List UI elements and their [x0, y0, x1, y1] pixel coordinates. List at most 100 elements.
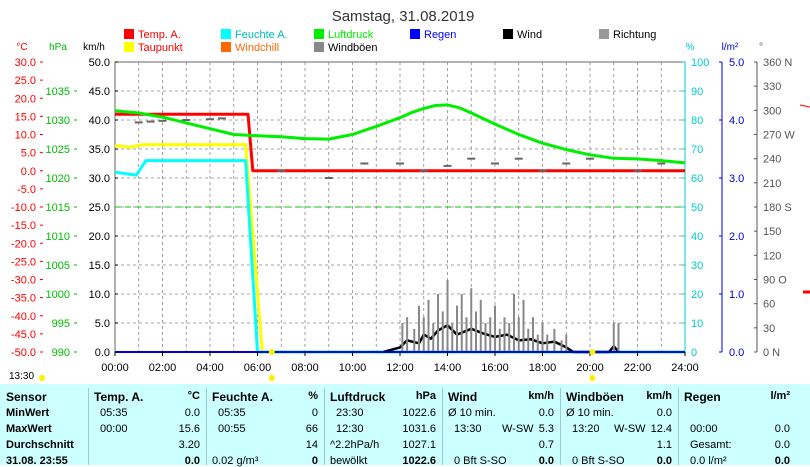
- pressure-axis-tick-label: 1015: [46, 202, 70, 214]
- humidity-axis-tick-label: 90: [691, 86, 703, 98]
- stats-gust-min: 0.0: [656, 407, 672, 419]
- x-tick-label: 10:00: [339, 362, 367, 374]
- direction-axis-tick-label: 60: [763, 299, 775, 311]
- stats-rain-rate: 0.0 l/m²: [690, 455, 727, 467]
- stats-separator: [324, 388, 325, 465]
- legend-swatch: [124, 42, 134, 52]
- rain-axis-tick-label: 1.0: [729, 289, 744, 301]
- stats-temp-max-time: 00:00: [100, 423, 128, 435]
- stats-wind-avg: 0.7: [538, 439, 554, 451]
- humidity-axis-tick-label: 0: [691, 347, 697, 359]
- chart-plot-area: [114, 103, 686, 354]
- temp-axis-tick-label: 30.0: [15, 57, 36, 69]
- stats-pressure-min: 1022.6: [402, 407, 436, 419]
- temp-axis-tick-label: 0.0: [21, 166, 36, 178]
- stats-pressure-avg: 1027.1: [402, 439, 436, 451]
- wind-axis: km/h 50.0 45.0 40.0 35.0 30.0 25.0 20.0 15.0 10.0…: [83, 42, 118, 359]
- temp-axis-tick-label: 15.0: [15, 111, 36, 123]
- stats-gust-max-dir: W-SW: [614, 423, 646, 435]
- stats-wind-bft: 0 Bft S-SO: [454, 455, 507, 467]
- legend-swatch: [503, 29, 513, 39]
- humidity-axis-tick-label: 50: [691, 202, 703, 214]
- wind-axis-tick-label: 0.0: [95, 347, 110, 359]
- temp-axis-tick-label: -25.0: [11, 256, 36, 268]
- stats-temp-max: 15.6: [178, 423, 200, 435]
- pressure-axis-tick-label: 1035: [46, 86, 70, 98]
- pressure-axis: hPa 1035 1030 1025 1020 1015 1010 1005 1000 995 99…: [46, 42, 77, 359]
- temp-axis-tick-label: -10.0: [11, 202, 36, 214]
- stats-separator: [560, 388, 561, 465]
- direction-axis-tick-label: 90 O: [763, 275, 787, 287]
- temp-indicator: [799, 104, 810, 108]
- humidity-axis-tick-label: 40: [691, 231, 703, 243]
- legend-label: Taupunkt: [138, 42, 183, 54]
- rain-axis-tick-label: 4.0: [729, 115, 744, 127]
- wind-axis-tick-label: 35.0: [89, 144, 110, 156]
- stats-temp-unit: °C: [187, 390, 200, 402]
- x-tick-label: 22:00: [624, 362, 652, 374]
- stats-pressure-unit: hPa: [415, 390, 436, 402]
- series-luftdruck: [114, 103, 686, 165]
- x-tick-label: 24:00: [671, 362, 699, 374]
- series-temp-a-: [115, 112, 685, 173]
- x-tick-label: 08:00: [291, 362, 319, 374]
- legend-label: Temp. A.: [138, 29, 181, 41]
- direction-axis-tick-label: 0 N: [763, 347, 780, 359]
- chart-title: Samstag, 31.08.2019: [332, 8, 475, 25]
- stats-row-label: 31.08. 23:55: [6, 455, 68, 467]
- temp-axis-tick-label: -50.0: [11, 347, 36, 359]
- pressure-axis-tick-label: 995: [52, 318, 70, 330]
- legend-swatch: [410, 29, 420, 39]
- current-time-label: 13:30: [9, 371, 35, 382]
- rain-axis-unit: l/m²: [722, 42, 739, 53]
- legend-swatch: [599, 29, 609, 39]
- stats-gust-current: 0.0: [656, 455, 672, 467]
- stats-rain-col: Regen l/m² 00:00 0.0 Gesamt: 0.0 0.0 l/m…: [684, 384, 790, 467]
- temp-axis-tick-label: -35.0: [11, 293, 36, 305]
- direction-axis-tick-label: 30: [763, 323, 775, 335]
- humidity-axis-tick-label: 30: [691, 260, 703, 272]
- pressure-axis-tick-label: 1025: [46, 144, 70, 156]
- humidity-axis-tick-label: 100: [691, 57, 709, 69]
- stats-rain-total-label: Gesamt:: [690, 439, 732, 451]
- legend-label: Wind: [517, 29, 542, 41]
- stats-wind-min: 0.0: [538, 407, 554, 419]
- pressure-axis-tick-label: 1010: [46, 231, 70, 243]
- direction-axis-unit: °: [759, 42, 763, 53]
- direction-axis-tick-label: 120: [763, 250, 781, 262]
- temp-axis-tick-label: 10.0: [15, 130, 36, 142]
- temp-axis-tick-label: 20.0: [15, 93, 36, 105]
- stats-wind-col: Wind km/h Ø 10 min. 0.0 13:30 W-SW 5.3 0…: [448, 384, 554, 467]
- series-richtung: [134, 117, 666, 179]
- stats-pressure-max-time: 12:30: [336, 423, 364, 435]
- legend-label: Regen: [424, 29, 456, 41]
- direction-axis-tick-label: 180 S: [763, 202, 792, 214]
- stats-humidity-min-time: 05:35: [218, 407, 246, 419]
- temp-axis-tick-label: -5.0: [17, 184, 36, 196]
- x-tick-label: 14:00: [434, 362, 462, 374]
- stats-pressure-col: Luftdruck hPa 23:30 1022.6 12:30 1031.6 …: [330, 384, 436, 467]
- pressure-axis-tick-label: 1005: [46, 260, 70, 272]
- stats-wind-max: 5.3: [538, 423, 554, 435]
- legend-swatch: [221, 42, 231, 52]
- sunrise-plot-marker: [268, 349, 275, 355]
- humidity-axis-tick-label: 80: [691, 115, 703, 127]
- stats-humidity-min: 0: [311, 407, 318, 419]
- stats-gust-header: Windböen: [566, 390, 624, 404]
- sunset-marker: [589, 375, 596, 381]
- stats-pressure-forecast: bewölkt: [330, 455, 368, 467]
- stats-humidity-avg: 14: [305, 439, 318, 451]
- stats-wind-current: 0.0: [538, 455, 554, 467]
- stats-rain-max-time: 00:00: [690, 423, 718, 435]
- stats-wind-unit: km/h: [528, 390, 554, 402]
- stats-humidity-unit: %: [308, 390, 318, 402]
- x-tick-label: 04:00: [196, 362, 224, 374]
- stats-pressure-header: Luftdruck: [330, 390, 386, 404]
- temp-axis-tick-label: -30.0: [11, 275, 36, 287]
- sunset-plot-marker: [589, 349, 596, 355]
- stats-separator: [206, 388, 207, 465]
- stats-temp-header: Temp. A.: [94, 390, 144, 404]
- wind-axis-tick-label: 50.0: [89, 57, 110, 69]
- direction-axis-tick-label: 150: [763, 226, 781, 238]
- stats-gust-max-time: 13:20: [572, 423, 600, 435]
